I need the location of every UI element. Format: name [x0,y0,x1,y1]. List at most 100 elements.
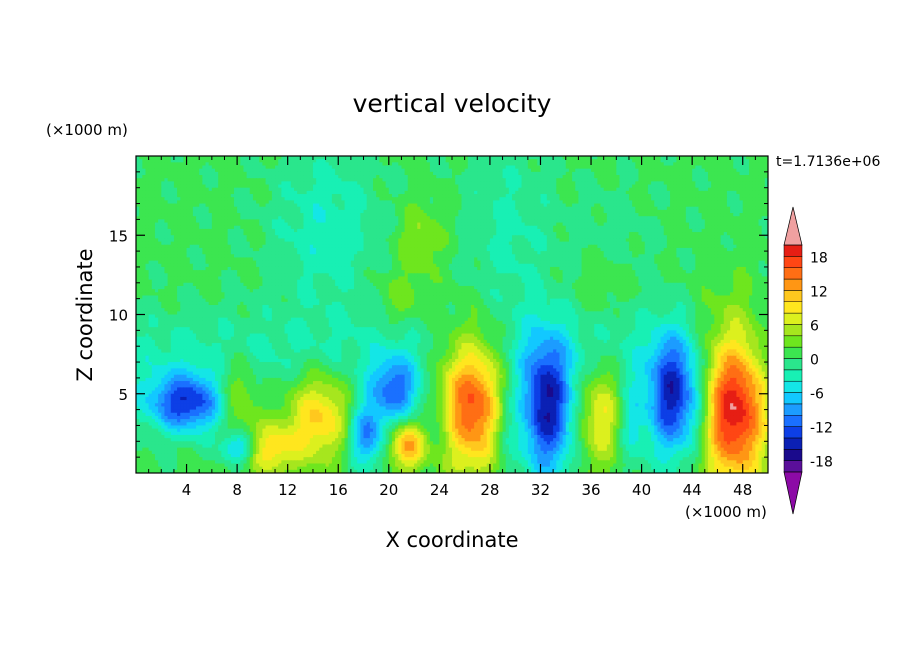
field-cell [673,171,677,176]
field-cell [597,213,602,217]
field-cell [347,194,352,198]
field-cell [546,206,551,211]
field-cell [278,187,282,192]
field-cell [480,206,485,211]
field-cell [442,184,447,189]
field-cell [341,165,346,170]
field-cell [224,209,229,214]
field-cell [663,184,668,189]
field-cell [581,200,586,205]
field-cell [215,181,219,186]
field-cell [186,168,191,173]
field-cell [698,175,703,179]
field-cell [474,197,478,201]
field-cell [707,194,712,198]
field-cell [606,162,611,167]
field-cell [701,165,706,170]
field-cell [325,175,330,179]
field-cell [578,165,583,170]
field-cell [205,197,210,201]
field-cell [136,156,140,160]
field-cell [426,168,431,173]
field-cell [366,162,371,167]
field-cell [717,213,722,217]
field-cell [388,175,393,179]
field-cell [616,187,621,192]
field-cell [196,159,200,163]
field-cell [338,203,342,208]
field-cell [237,165,241,170]
field-cell [233,181,238,186]
field-cell [660,175,665,179]
field-cell [489,181,494,186]
field-cell [616,184,621,189]
field-cell [508,190,513,195]
field-cell [240,213,245,217]
field-cell [227,156,232,160]
field-cell [139,184,143,189]
field-cell [452,194,456,198]
field-cell [499,181,504,186]
field-cell [600,213,605,217]
field-cell [328,206,333,211]
field-cell [591,159,595,163]
field-cell [284,156,289,160]
field-cell [401,162,406,167]
field-cell [622,162,627,167]
field-cell [676,206,681,211]
field-cell [619,206,624,211]
field-cell [287,194,292,198]
field-cell [180,184,184,189]
field-cell [480,171,485,176]
field-cell [455,159,459,163]
field-cell [603,171,608,176]
field-cell [758,203,763,208]
field-cell [218,171,222,176]
field-cell [139,159,143,163]
field-cell [407,175,412,179]
field-cell [502,159,507,163]
field-cell [521,168,526,173]
field-cell [233,203,238,208]
field-cell [641,184,646,189]
field-cell [448,200,453,205]
field-cell [764,184,768,189]
field-cell [717,209,722,214]
field-cell [177,168,181,173]
field-cell [373,181,377,186]
field-cell [420,194,425,198]
field-cell [723,209,728,214]
field-cell [470,156,475,160]
field-cell [196,197,200,201]
field-cell [625,206,630,211]
field-cell [606,187,611,192]
field-cell [458,203,463,208]
field-cell [379,175,384,179]
field-cell [489,213,494,217]
field-cell [733,159,737,163]
field-cell [325,165,330,170]
field-cell [632,156,636,160]
field-cell [164,178,169,182]
field-cell [489,171,494,176]
field-cell [474,194,478,198]
field-cell [720,209,725,214]
field-cell [309,178,314,182]
field-cell [647,168,652,173]
field-cell [587,175,592,179]
field-cell [679,156,684,160]
field-cell [284,175,289,179]
field-cell [736,184,741,189]
field-cell [221,187,226,192]
field-cell [173,197,178,201]
field-cell [148,171,153,176]
field-cell [758,171,763,176]
field-cell [246,156,251,160]
field-cell [521,184,526,189]
field-cell [515,165,519,170]
field-cell [489,190,494,195]
field-cell [594,187,598,192]
field-cell [436,178,440,182]
field-cell [202,187,207,192]
field-cell [410,162,415,167]
